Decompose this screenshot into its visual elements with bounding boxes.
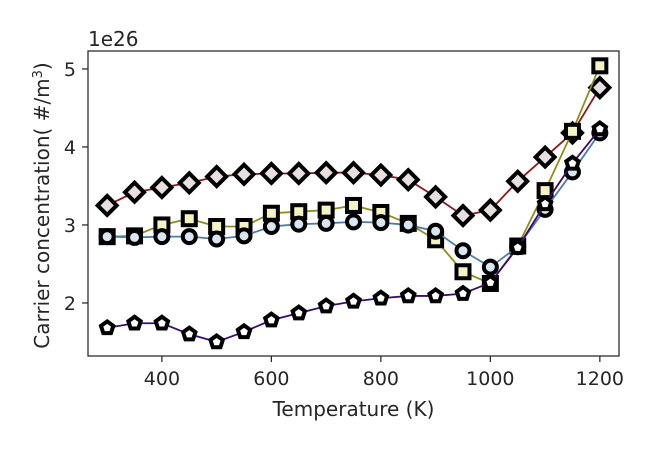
circle-marker [126, 228, 144, 246]
circle-marker [372, 214, 390, 232]
pentagon-marker [536, 194, 554, 212]
pentagon-marker [125, 314, 144, 331]
square-marker [454, 263, 472, 281]
circle-marker [427, 222, 445, 240]
pentagon-marker [591, 120, 609, 137]
diamond-marker [286, 161, 312, 186]
pentagon-marker [372, 289, 390, 306]
y-tick-label: 4 [64, 137, 76, 159]
series-diamond [94, 75, 613, 228]
x-tick-label: 1200 [576, 368, 624, 390]
diamond-marker [313, 160, 339, 186]
diamond-marker [149, 175, 175, 200]
circle-marker [153, 228, 171, 246]
y-tick-label: 3 [64, 215, 76, 237]
square-marker [180, 210, 198, 228]
pentagon-marker [98, 318, 116, 336]
pentagon-marker [262, 311, 280, 328]
circle-marker [180, 228, 198, 246]
circle-marker [399, 216, 417, 234]
square-marker [563, 122, 581, 140]
circle-marker [208, 230, 226, 248]
diamond-marker [450, 203, 476, 228]
diamond-marker [176, 170, 202, 196]
plot-frame [87, 50, 620, 357]
circle-marker [481, 258, 499, 276]
y-axis-ticks: 2 3 4 5 [64, 59, 88, 315]
y-tick-label: 5 [64, 59, 76, 81]
diamond-marker [395, 167, 421, 193]
x-tick-label: 400 [144, 368, 180, 390]
diamond-marker [505, 168, 531, 194]
diamond-marker [478, 197, 503, 223]
diamond-marker [368, 162, 394, 188]
diamond-marker [259, 161, 284, 186]
diamond-marker [94, 193, 120, 218]
pentagon-marker [317, 297, 335, 314]
series-pentagon [98, 120, 609, 350]
diamond-marker [204, 164, 229, 189]
pentagon-marker [427, 286, 445, 304]
circle-marker [235, 227, 253, 245]
diamond-marker [341, 160, 366, 186]
pentagon-marker [180, 325, 198, 342]
x-axis-label: Temperature (K) [272, 397, 435, 421]
y-axis-label-close: ) [30, 62, 54, 70]
pentagon-marker [399, 286, 417, 304]
pentagon-marker [481, 273, 499, 290]
square-marker [262, 204, 280, 222]
square-marker [591, 57, 609, 75]
circle-marker [454, 242, 472, 260]
diamond-marker [532, 144, 558, 170]
circle-marker [345, 213, 362, 231]
circle-marker [98, 228, 116, 246]
y-axis-label-superscript: 3 [31, 70, 46, 78]
pentagon-marker [235, 322, 253, 340]
circle-marker [317, 214, 335, 232]
square-marker [345, 196, 362, 214]
y-offset-label: 1e26 [88, 27, 138, 51]
pentagon-marker [509, 238, 527, 255]
pentagon-marker [344, 292, 363, 309]
pentagon-marker [208, 332, 226, 350]
pentagon-marker [563, 154, 582, 171]
square-marker [317, 201, 335, 219]
y-axis-label-main: Carrier concentration( #/m [30, 78, 54, 348]
x-axis-ticks: 400 600 800 1000 1200 [144, 356, 624, 390]
pentagon-marker [290, 304, 308, 321]
x-tick-label: 1000 [466, 368, 514, 390]
diamond-marker [122, 179, 147, 205]
diamond-marker [423, 184, 448, 210]
diamond-marker [587, 75, 613, 100]
y-tick-label: 2 [64, 293, 76, 315]
circle-marker [262, 218, 280, 236]
circle-marker [290, 215, 308, 233]
pentagon-marker [153, 314, 171, 331]
x-tick-label: 600 [253, 368, 289, 390]
series-circle [98, 124, 609, 276]
pentagon-marker [454, 284, 472, 301]
x-tick-label: 800 [363, 368, 399, 390]
y-axis-label: Carrier concentration( #/m3) [30, 62, 54, 349]
series-layer [94, 57, 613, 350]
diamond-marker [231, 161, 257, 187]
